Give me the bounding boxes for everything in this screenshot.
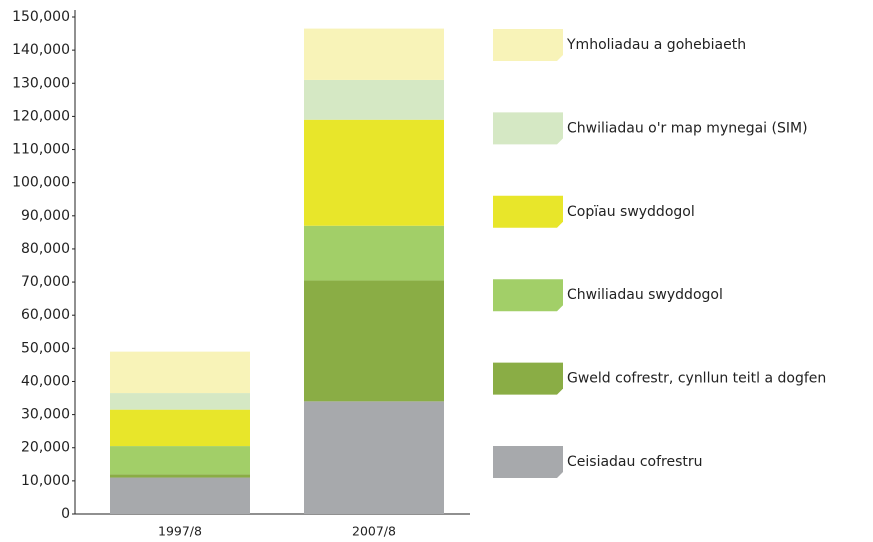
bar-segment [304, 401, 444, 514]
y-tick-label: 150,000 [12, 9, 70, 25]
y-tick-label: 60,000 [21, 307, 70, 323]
legend-label: Chwiliadau swyddogol [567, 287, 723, 303]
y-tick-label: 80,000 [21, 241, 70, 257]
y-tick-label: 10,000 [21, 473, 70, 489]
bar-segment [304, 28, 444, 80]
y-tick-label: 130,000 [12, 75, 70, 91]
legend-label: Gweld cofrestr, cynllun teitl a dogfen [567, 371, 826, 387]
y-tick-label: 90,000 [21, 208, 70, 224]
legend-swatch [493, 362, 563, 395]
bar-segment [110, 409, 250, 447]
bar-segment [304, 119, 444, 226]
bar-segment [110, 477, 250, 514]
legend-label: Ymholiadau a gohebiaeth [566, 37, 746, 53]
x-tick-label: 1997/8 [158, 524, 202, 539]
legend-label: Ceisiadau cofrestru [567, 454, 703, 470]
legend-swatch [493, 195, 563, 228]
y-tick-label: 0 [61, 506, 70, 522]
legend-swatch [493, 279, 563, 312]
legend-swatch [493, 446, 563, 478]
x-tick-label: 2007/8 [352, 524, 396, 539]
legend-label: Copïau swyddogol [567, 204, 695, 220]
legend-label: Chwiliadau o'r map mynegai (SIM) [567, 120, 808, 136]
y-tick-label: 140,000 [12, 42, 70, 58]
y-tick-label: 50,000 [21, 340, 70, 356]
legend-swatch [493, 112, 563, 145]
y-tick-label: 20,000 [21, 440, 70, 456]
y-tick-label: 100,000 [12, 175, 70, 191]
bar-segment [110, 446, 250, 475]
bar-segment [304, 280, 444, 402]
bar-segment [304, 225, 444, 281]
bar-segment [110, 474, 250, 478]
y-tick-label: 70,000 [21, 274, 70, 290]
bar-segment [110, 351, 250, 394]
y-tick-label: 40,000 [21, 373, 70, 389]
y-tick-label: 120,000 [12, 108, 70, 124]
bar-segment [110, 393, 250, 410]
y-tick-label: 30,000 [21, 407, 70, 423]
bar-segment [304, 79, 444, 120]
y-tick-label: 110,000 [12, 142, 70, 158]
legend-swatch [493, 29, 563, 61]
